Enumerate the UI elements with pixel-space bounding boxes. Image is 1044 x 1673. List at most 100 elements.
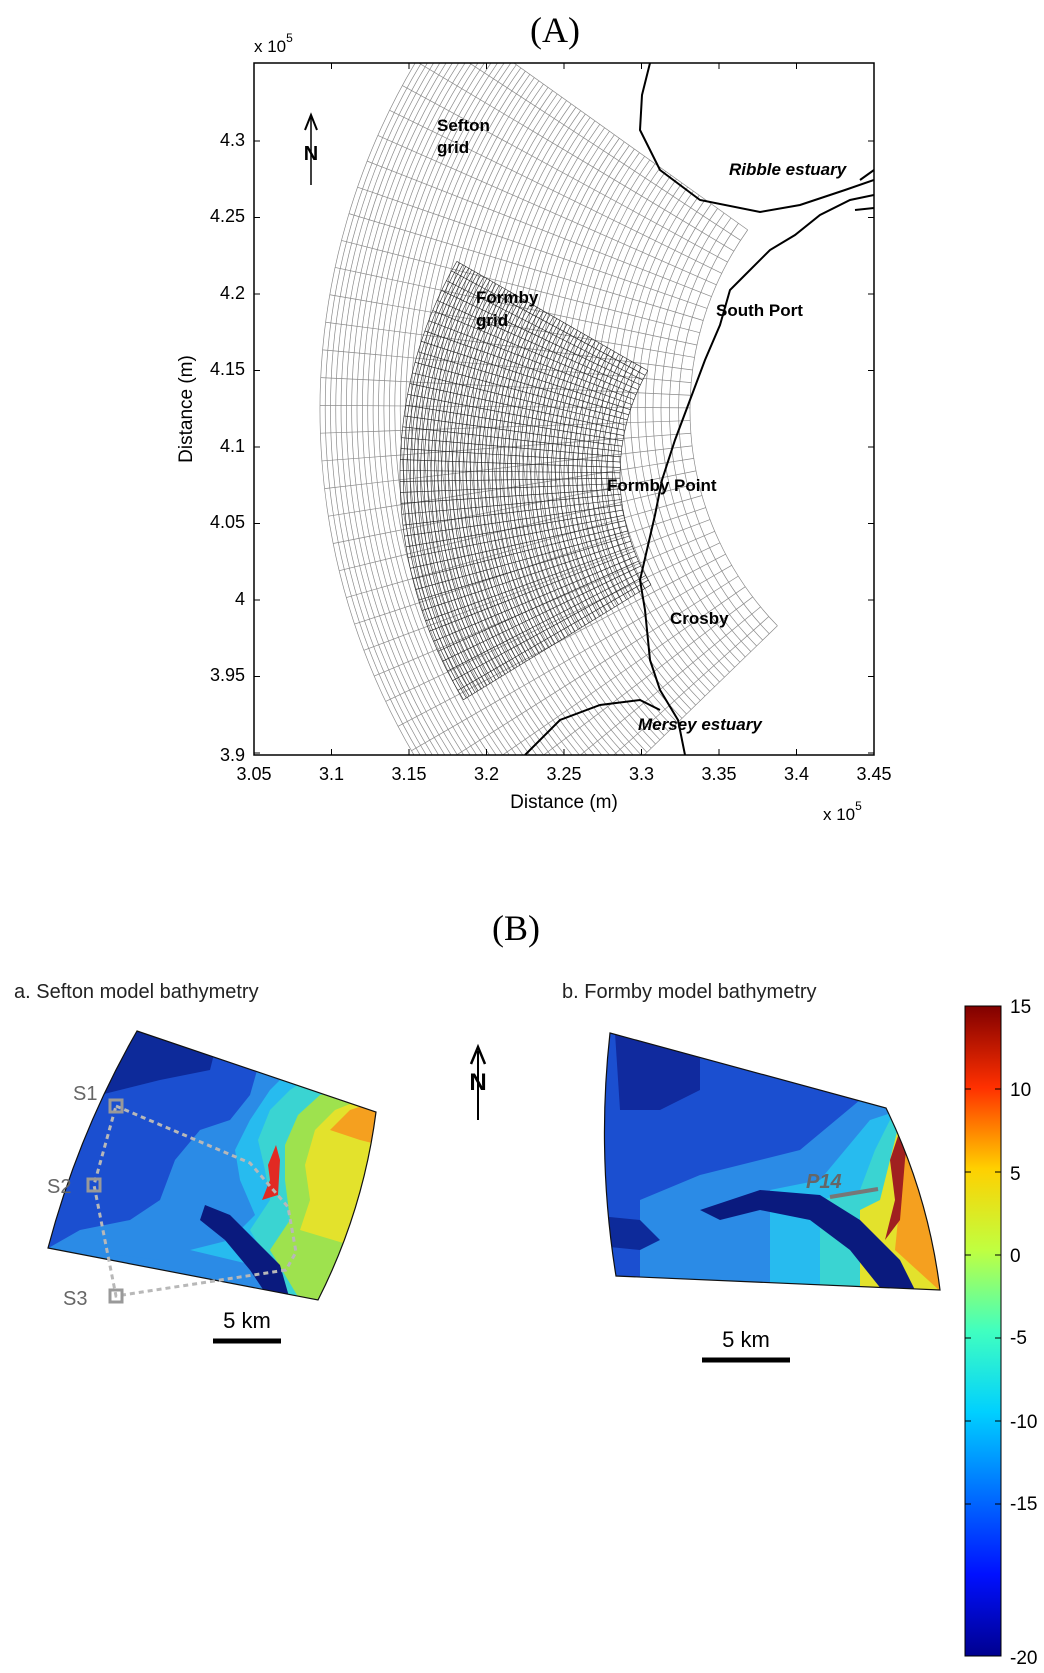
- grid-radial: [456, 261, 648, 371]
- formby-point-label: Formby Point: [607, 476, 717, 495]
- grid-radial: [436, 300, 639, 391]
- grid-radial: [446, 280, 643, 381]
- grid-arc: [652, 208, 752, 652]
- grid-radial: [412, 525, 627, 580]
- grid-radial: [432, 310, 637, 395]
- grid-radial: [425, 545, 633, 622]
- grid-radial: [409, 383, 625, 431]
- grid-arc: [619, 370, 652, 585]
- grid-radial: [513, 63, 748, 231]
- grid-radial: [400, 448, 621, 463]
- y-tick-label: 3.9: [220, 745, 245, 765]
- grid-radial: [404, 504, 623, 537]
- grid-radial: [421, 540, 631, 611]
- grid-radial: [328, 458, 694, 517]
- grid-arc: [689, 229, 778, 627]
- grid-arc: [669, 217, 763, 641]
- grid-radial: [410, 520, 626, 569]
- south-port-label: South Port: [716, 301, 803, 320]
- station-marker: [108, 1098, 124, 1114]
- grid-radial: [346, 495, 703, 598]
- profile-label: P14: [806, 1171, 842, 1193]
- sefton-grid-label: grid: [437, 138, 469, 157]
- grid-radial: [385, 542, 721, 702]
- grid-radial: [404, 415, 623, 447]
- grid-radial: [367, 160, 712, 297]
- grid-radial: [341, 240, 700, 334]
- grid-radial: [579, 606, 761, 755]
- grid-arc: [678, 223, 770, 634]
- x-tick-label: 3.35: [701, 764, 736, 784]
- panel-a: (A) 3.05 3.1 3.15 3.2 3.25 3.3 3.35 3.4 …: [176, 10, 892, 824]
- grid-radial: [402, 499, 622, 526]
- crosby-label: Crosby: [670, 609, 729, 628]
- formby-bathymetry-map: P14 5 km: [603, 1032, 941, 1363]
- grid-radial: [329, 294, 695, 358]
- x-tick-label: 3.25: [546, 764, 581, 784]
- grid-radial: [400, 488, 621, 504]
- colorbar: 15 10 5 0 -5 -10 -15 -20: [964, 997, 1037, 1669]
- coastline: [524, 63, 874, 755]
- grid-radial: [543, 596, 753, 755]
- sefton-bathymetry-map: S1 S2 S3 5 km: [47, 1030, 377, 1344]
- grid-radial: [418, 535, 630, 601]
- grid-radial: [320, 420, 691, 434]
- y-exponent: x 105: [254, 31, 293, 56]
- ribble-label: Ribble estuary: [729, 160, 848, 179]
- panel-a-label: (A): [530, 10, 580, 50]
- grid-radial: [407, 393, 624, 436]
- y-tick-label: 4.05: [210, 512, 245, 532]
- north-arrow-b: N: [469, 1043, 487, 1120]
- grid-radial: [402, 85, 728, 263]
- grid-radial: [400, 483, 621, 493]
- formby-grid-label: grid: [476, 311, 508, 330]
- y-tick-label: 4.1: [220, 436, 245, 456]
- colorbar-tick-label: 5: [1010, 1164, 1021, 1185]
- mersey-label: Mersey estuary: [638, 715, 763, 734]
- sub-b-title: b. Formby model bathymetry: [562, 981, 817, 1003]
- sefton-grid-label: Sefton: [437, 116, 490, 135]
- grid-radial: [455, 575, 739, 755]
- x-tick-label: 3.4: [784, 764, 809, 784]
- grid-radial: [613, 616, 770, 755]
- axis-ticks: [253, 63, 875, 755]
- north-arrow-a: N: [304, 112, 318, 185]
- grid-radial: [401, 493, 621, 515]
- grid-radial: [463, 584, 652, 701]
- colorbar-tick-label: -20: [1010, 1648, 1037, 1669]
- grid-radial: [401, 437, 621, 458]
- colorbar-tick-label: 0: [1010, 1246, 1021, 1267]
- grid-radial: [407, 515, 624, 558]
- grid-radial: [389, 109, 722, 274]
- grid-radial: [414, 361, 628, 421]
- y-tick-labels: 4.3 4.25 4.2 4.15 4.1 4.05 4 3.95 3.9: [210, 130, 245, 765]
- grid-radial: [402, 426, 622, 452]
- grid-radial: [400, 470, 621, 474]
- grid-radial: [320, 405, 691, 409]
- formby-grid-label: Formby: [476, 288, 539, 307]
- colorbar-tick-label: 10: [1010, 1080, 1031, 1101]
- grid-radial: [433, 555, 637, 642]
- panel-b: (B) a. Sefton model bathymetry b. Formby…: [14, 908, 1037, 1669]
- colorbar-tick-label: 15: [1010, 997, 1031, 1018]
- station-label: S2: [47, 1176, 71, 1198]
- grid-radial: [400, 477, 621, 482]
- grid-radial: [363, 519, 711, 651]
- y-tick-label: 4.2: [220, 283, 245, 303]
- grid-radial: [452, 575, 646, 682]
- grid-radial: [415, 530, 628, 590]
- x-axis-label: Distance (m): [510, 792, 618, 813]
- grid-radial: [429, 550, 635, 632]
- north-label: N: [469, 1069, 486, 1096]
- grid-radial: [502, 586, 746, 755]
- grid-radial: [451, 270, 646, 376]
- grid-radial: [324, 445, 693, 489]
- x-tick-label: 3.05: [236, 764, 271, 784]
- y-tick-label: 4.25: [210, 206, 245, 226]
- scale-label-a: 5 km: [223, 1308, 271, 1333]
- grid-radial: [457, 579, 649, 691]
- grid-radial: [377, 135, 717, 286]
- x-exponent: x 105: [823, 799, 862, 824]
- grid-radial: [441, 290, 641, 386]
- y-axis-label: Distance (m): [176, 355, 197, 463]
